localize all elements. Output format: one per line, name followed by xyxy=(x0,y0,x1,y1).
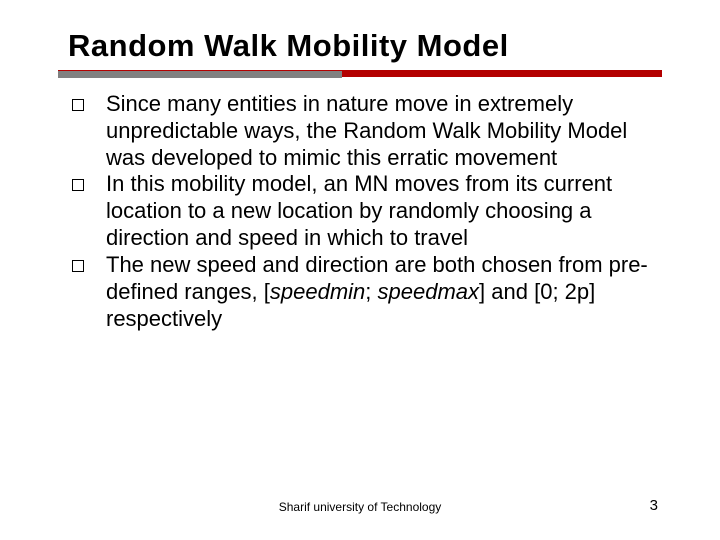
bullet-text-italic: speedmin xyxy=(270,279,365,304)
bullet-text-italic: speedmax xyxy=(378,279,480,304)
bullet-text-fragment: ; xyxy=(365,279,377,304)
bullet-text: Since many entities in nature move in ex… xyxy=(106,91,668,171)
footer-page-number: 3 xyxy=(650,497,658,514)
bullet-marker-icon xyxy=(72,260,84,272)
slide: Random Walk Mobility Model Since many en… xyxy=(0,0,720,540)
title-wrap: Random Walk Mobility Model xyxy=(0,0,720,64)
footer-center: Sharif university of Technology xyxy=(0,500,720,514)
slide-title: Random Walk Mobility Model xyxy=(68,28,670,64)
bullet-item: The new speed and direction are both cho… xyxy=(72,252,668,332)
bullet-text: In this mobility model, an MN moves from… xyxy=(106,171,668,251)
bullet-marker-icon xyxy=(72,179,84,191)
bullet-marker-icon xyxy=(72,99,84,111)
bullet-item: In this mobility model, an MN moves from… xyxy=(72,171,668,251)
bullet-item: Since many entities in nature move in ex… xyxy=(72,91,668,171)
bullet-text: The new speed and direction are both cho… xyxy=(106,252,668,332)
body: Since many entities in nature move in ex… xyxy=(0,77,720,332)
rule-sub xyxy=(58,71,342,78)
title-rule xyxy=(58,70,662,77)
